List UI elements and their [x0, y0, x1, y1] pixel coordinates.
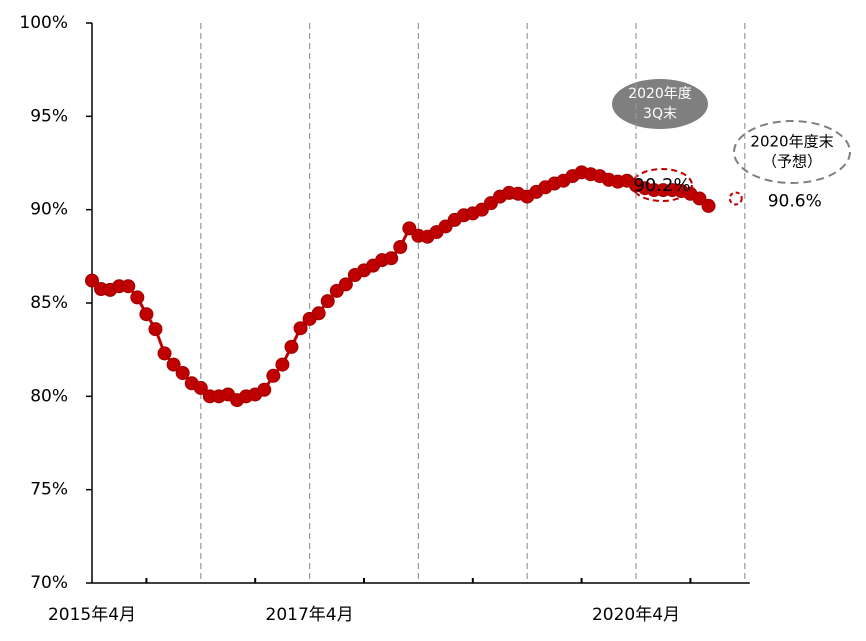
- y-tick-label: 90%: [30, 200, 68, 220]
- x-tick-label: 2020年4月: [592, 605, 680, 625]
- data-point: [275, 357, 290, 372]
- data-point: [338, 277, 353, 292]
- data-label: 90.2%: [633, 175, 690, 196]
- data-point: [266, 368, 281, 383]
- y-tick-label: 75%: [30, 480, 68, 500]
- annotation: 2020年度: [628, 86, 692, 102]
- series-line: [90, 170, 710, 402]
- data-point: [393, 240, 408, 254]
- y-tick-label: 95%: [30, 106, 68, 126]
- data-point: [311, 306, 326, 321]
- data-point: [166, 357, 181, 372]
- data-point: [85, 273, 99, 288]
- data-point: [148, 322, 163, 337]
- annotation: （予想）: [762, 153, 822, 171]
- data-point: [157, 346, 172, 361]
- data-point: [175, 366, 190, 380]
- y-tick-label: 80%: [30, 386, 68, 406]
- annotation-bubble: [733, 120, 851, 184]
- data-point: [384, 251, 399, 266]
- data-point: [293, 321, 308, 336]
- y-tick-label: 100%: [19, 13, 68, 33]
- forecast-point: [728, 191, 743, 206]
- annotation: 3Q末: [643, 106, 677, 122]
- data-point: [193, 380, 208, 395]
- x-tick-label: 2015年4月: [48, 605, 136, 625]
- data-point: [320, 294, 335, 309]
- data-point: [139, 307, 154, 322]
- data-point: [130, 290, 145, 305]
- data-point: [121, 279, 136, 294]
- data-label: 90.6%: [768, 191, 822, 211]
- y-tick-label: 70%: [30, 573, 68, 593]
- annotation: 2020年度末: [750, 133, 833, 151]
- data-point: [701, 198, 716, 213]
- data-point: [692, 191, 707, 206]
- data-point: [284, 339, 299, 354]
- data-point: [402, 221, 417, 236]
- y-tick-label: 85%: [30, 293, 68, 313]
- x-tick-label: 2017年4月: [266, 605, 354, 625]
- data-point: [257, 382, 272, 397]
